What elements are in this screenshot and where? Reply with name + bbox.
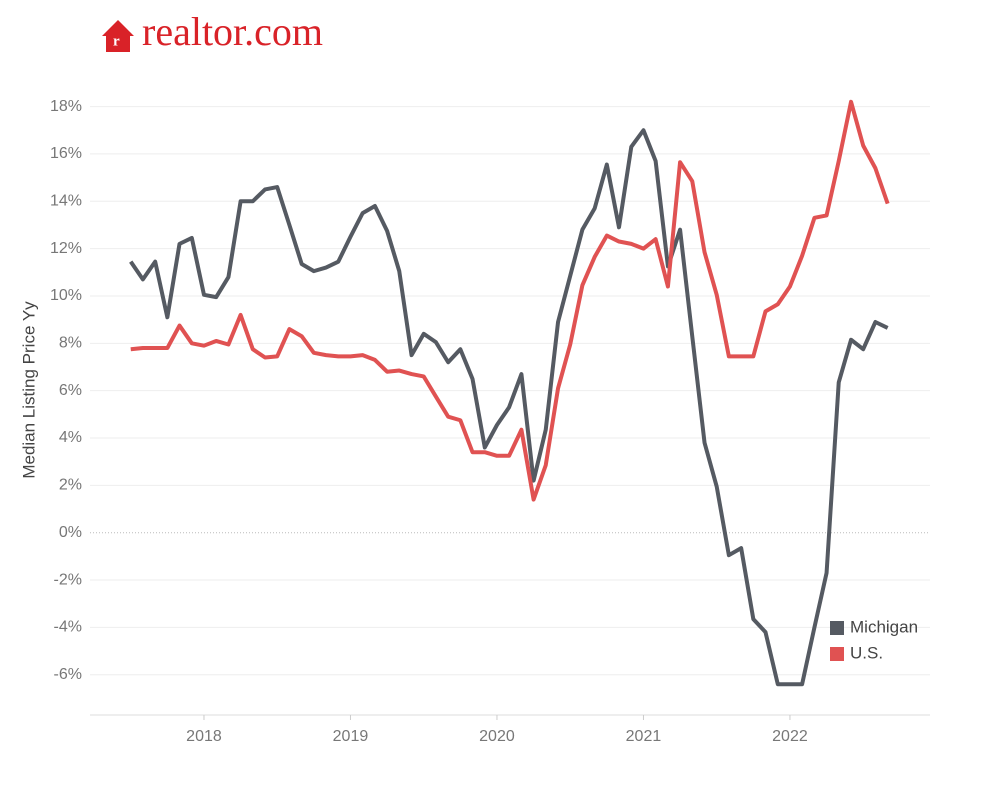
y-axis-title: Median Listing Price Yy [19,301,38,479]
logo: r realtor.com [102,9,323,54]
x-tick-label: 2020 [479,728,515,745]
logo-text: realtor.com [142,9,323,54]
y-tick-label: 14% [50,192,82,209]
x-tick-label: 2021 [626,728,662,745]
y-tick-label: 12% [50,240,82,257]
logo-icon [102,20,134,52]
y-tick-label: -2% [54,571,82,588]
series-line [129,128,889,687]
logo-icon-letter: r [113,33,120,49]
y-tick-label: 16% [50,145,82,162]
y-tick-label: -4% [54,619,82,636]
legend-label: U.S. [850,643,883,662]
series-line [130,99,890,502]
x-tick-label: 2022 [772,728,808,745]
legend-label: Michigan [850,617,918,636]
y-tick-label: 2% [59,477,82,494]
y-tick-label: 10% [50,287,82,304]
x-tick-label: 2018 [186,728,222,745]
y-tick-label: -6% [54,666,82,683]
y-tick-label: 6% [59,382,82,399]
legend-swatch [830,647,844,661]
y-tick-label: 4% [59,429,82,446]
y-tick-label: 0% [59,524,82,541]
legend-swatch [830,621,844,635]
x-tick-label: 2019 [333,728,369,745]
y-tick-label: 18% [50,98,82,115]
y-tick-label: 8% [59,335,82,352]
